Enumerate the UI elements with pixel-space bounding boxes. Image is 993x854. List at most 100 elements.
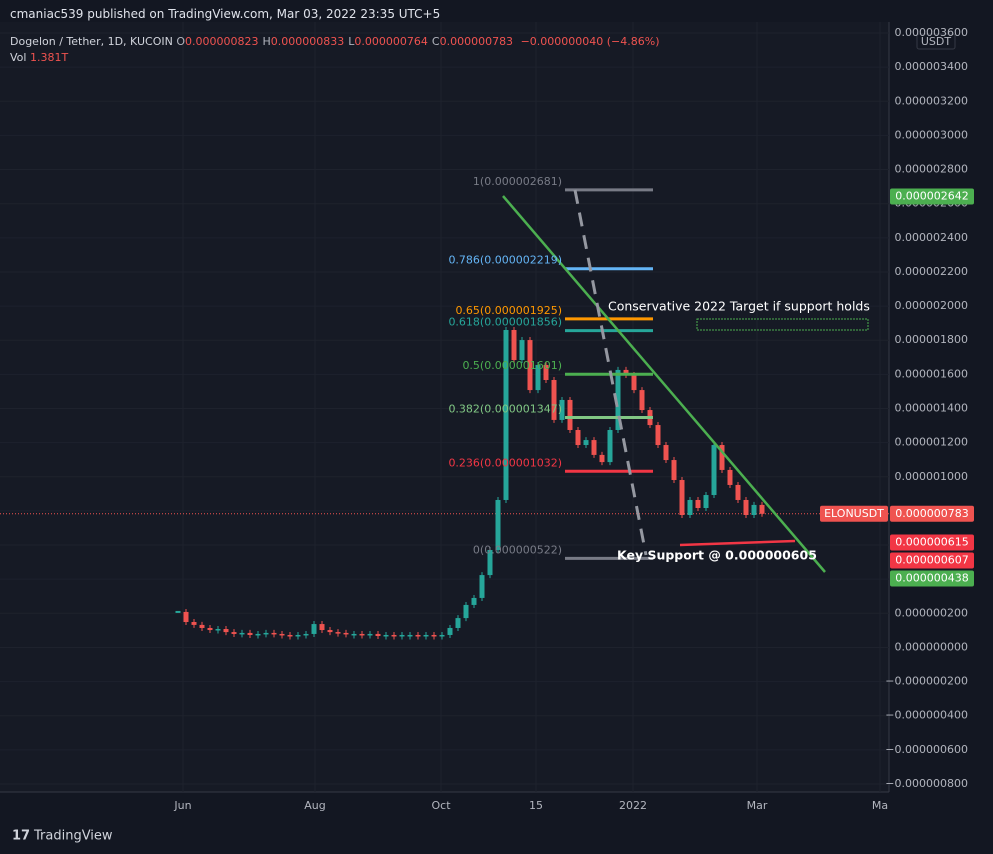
candle	[183, 611, 189, 623]
fib-label: 0.236(0.000001032)	[448, 456, 562, 469]
candle	[399, 634, 405, 637]
candle	[367, 633, 373, 636]
y-tick-label: 0.000001200	[895, 436, 968, 449]
candle	[303, 633, 309, 636]
candle	[751, 504, 757, 515]
annotation: Key Support @ 0.000000605	[617, 548, 817, 563]
symbol-tag-bg	[820, 505, 888, 522]
y-tick-label: 0.000001400	[895, 401, 968, 414]
candle	[583, 440, 589, 446]
candle	[327, 630, 333, 633]
candle	[599, 454, 605, 463]
candle	[271, 632, 277, 635]
candle	[207, 627, 213, 631]
support-line	[679, 539, 796, 547]
candle	[223, 629, 229, 633]
candle	[343, 632, 349, 635]
fib-label: 0.65(0.000001925)	[455, 304, 562, 317]
candle	[655, 425, 661, 446]
candle	[559, 399, 565, 420]
y-tick-label: 0.000003200	[895, 94, 968, 107]
candle	[487, 549, 493, 576]
candle	[527, 340, 533, 391]
publisher: cmaniac539 published on TradingView.com,…	[10, 7, 441, 21]
y-tick-label: 0.000001000	[895, 470, 968, 483]
candle	[239, 632, 245, 635]
ohlc-value: 0.000000823	[185, 35, 259, 48]
candle	[319, 624, 325, 631]
candle	[175, 610, 181, 613]
y-tick-label: 0.000001800	[895, 333, 968, 346]
candle	[295, 634, 301, 637]
candle	[351, 633, 357, 636]
candle	[503, 329, 509, 500]
candle	[495, 499, 501, 550]
x-tick-label: Mar	[747, 799, 768, 812]
candle	[711, 445, 717, 496]
candle	[199, 624, 205, 628]
ohlc-key: L	[348, 35, 355, 48]
candle	[735, 484, 741, 500]
candle	[191, 622, 197, 625]
candle	[743, 499, 749, 515]
candle	[311, 624, 317, 634]
candle	[591, 440, 597, 455]
target-box	[696, 318, 869, 331]
price-tag-bg	[890, 570, 974, 587]
candle	[623, 369, 629, 376]
fib-label: 0(0.000000522)	[473, 543, 562, 556]
x-tick-label: 2022	[619, 799, 647, 812]
currency-box	[916, 33, 956, 50]
candle	[519, 340, 525, 361]
trend-line	[502, 195, 826, 573]
candle	[391, 634, 397, 637]
fib-label: 0.5(0.000001601)	[462, 359, 562, 372]
plot-area	[0, 22, 889, 792]
y-tick-label: 0.000002400	[895, 231, 968, 244]
candle	[255, 633, 261, 636]
y-tick-label: 0.000001600	[895, 367, 968, 380]
y-tick-label: 0.000002000	[895, 299, 968, 312]
candle	[695, 499, 701, 509]
footer-text: TradingView	[33, 829, 113, 844]
y-tick-label: 0.000003600	[895, 26, 968, 39]
x-tick-label: Oct	[431, 799, 451, 812]
ohlc-value: 0.000000833	[270, 35, 345, 48]
candle	[335, 632, 341, 634]
candle	[615, 369, 621, 431]
price-tag: 0.000000615	[895, 535, 968, 548]
candle	[415, 634, 421, 637]
x-tick-label: 15	[529, 799, 543, 812]
candle	[663, 445, 669, 461]
annotation: Conservative 2022 Target if support hold…	[608, 299, 870, 314]
y-tick-label: −0.000000200	[885, 675, 968, 688]
ohlc-key: H	[262, 35, 271, 48]
candle	[287, 634, 293, 637]
candle	[431, 634, 437, 637]
y-tick-label: −0.000000800	[885, 777, 968, 790]
price-tag-bg	[890, 534, 974, 551]
candle	[575, 430, 581, 446]
candle	[687, 499, 693, 515]
ohlc-key: O	[176, 35, 186, 48]
price-tag: 0.000000438	[895, 571, 968, 584]
candle	[671, 460, 677, 481]
vol-value: 1.381T	[29, 51, 69, 64]
candle	[375, 633, 381, 637]
fib-label: 1(0.000002681)	[473, 175, 562, 188]
y-tick-label: 0.000003000	[895, 128, 968, 141]
candle	[639, 390, 645, 411]
candle	[679, 480, 685, 515]
fib-label: 0.382(0.000001347)	[448, 403, 562, 416]
candle	[423, 634, 429, 637]
volume-line: Vol 1.381T	[10, 51, 68, 64]
ohlc-value: 0.000000783	[439, 35, 514, 48]
ohlc-value: 0.000000764	[354, 35, 428, 48]
candle	[279, 633, 285, 636]
y-tick-label: −0.000000600	[885, 743, 968, 756]
change: −0.000000040 (−4.86%)	[520, 35, 660, 48]
price-tag: 0.000000783	[895, 507, 968, 520]
candle	[727, 469, 733, 485]
ohlc-key: C	[431, 35, 440, 48]
